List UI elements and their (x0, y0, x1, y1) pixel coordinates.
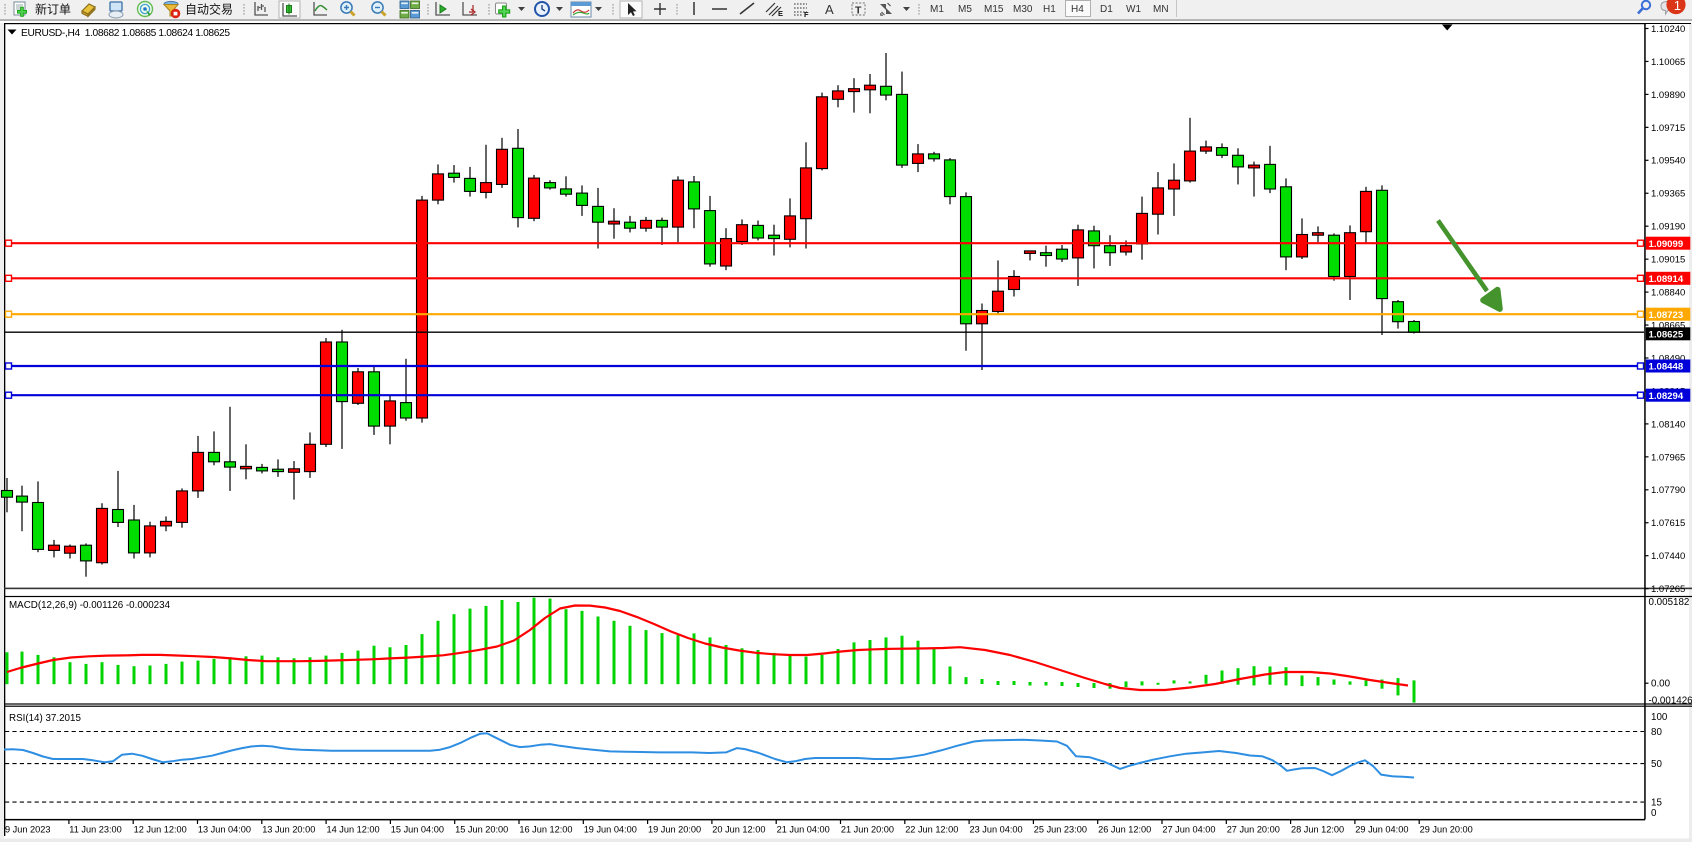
svg-text:15 Jun 20:00: 15 Jun 20:00 (455, 824, 508, 834)
svg-text:29 Jun 20:00: 29 Jun 20:00 (1420, 824, 1473, 834)
svg-text:EURUSD-,H4 1.08682 1.08685 1.: EURUSD-,H4 1.08682 1.08685 1.08624 1.086… (21, 28, 230, 39)
svg-text:1.08840: 1.08840 (1651, 288, 1685, 299)
svg-text:22 Jun 12:00: 22 Jun 12:00 (905, 824, 958, 834)
svg-text:15: 15 (1651, 798, 1662, 809)
svg-text:19 Jun 04:00: 19 Jun 04:00 (584, 824, 637, 834)
svg-text:E: E (778, 9, 783, 18)
svg-text:14 Jun 12:00: 14 Jun 12:00 (327, 824, 380, 834)
svg-text:20 Jun 12:00: 20 Jun 12:00 (712, 824, 765, 834)
svg-text:29 Jun 04:00: 29 Jun 04:00 (1355, 824, 1408, 834)
svg-text:21 Jun 20:00: 21 Jun 20:00 (841, 824, 894, 834)
svg-text:1.09715: 1.09715 (1651, 123, 1685, 134)
svg-text:1.07965: 1.07965 (1651, 452, 1685, 463)
svg-text:100: 100 (1651, 712, 1668, 723)
svg-text:16 Jun 12:00: 16 Jun 12:00 (519, 824, 572, 834)
svg-text:A: A (825, 2, 834, 17)
svg-text:0: 0 (1651, 808, 1657, 819)
svg-text:1.09890: 1.09890 (1651, 90, 1685, 101)
svg-text:1.08140: 1.08140 (1651, 419, 1685, 430)
svg-text:12 Jun 12:00: 12 Jun 12:00 (134, 824, 187, 834)
svg-text:1: 1 (1674, 0, 1681, 13)
svg-text:T: T (855, 5, 862, 17)
svg-text:1.08625: 1.08625 (1649, 329, 1684, 340)
svg-text:9 Jun 2023: 9 Jun 2023 (5, 824, 50, 834)
svg-text:50: 50 (1651, 759, 1662, 770)
svg-text:1.08294: 1.08294 (1649, 391, 1684, 402)
svg-text:1.09190: 1.09190 (1651, 222, 1685, 233)
svg-text:F: F (804, 10, 809, 19)
svg-text:1.08914: 1.08914 (1649, 274, 1684, 285)
svg-text:1.09099: 1.09099 (1649, 239, 1684, 250)
svg-text:25 Jun 23:00: 25 Jun 23:00 (1034, 824, 1087, 834)
svg-text:27 Jun 04:00: 27 Jun 04:00 (1162, 824, 1215, 834)
svg-text:26 Jun 12:00: 26 Jun 12:00 (1098, 824, 1151, 834)
svg-text:21 Jun 04:00: 21 Jun 04:00 (777, 824, 830, 834)
svg-text:0.005182: 0.005182 (1649, 597, 1690, 608)
svg-text:自动交易: 自动交易 (185, 2, 233, 17)
svg-text:27 Jun 20:00: 27 Jun 20:00 (1227, 824, 1280, 834)
svg-text:15 Jun 04:00: 15 Jun 04:00 (391, 824, 444, 834)
svg-text:80: 80 (1651, 727, 1662, 738)
svg-text:-0.001426: -0.001426 (1649, 696, 1692, 707)
svg-text:13 Jun 20:00: 13 Jun 20:00 (262, 824, 315, 834)
svg-text:1.07440: 1.07440 (1651, 551, 1685, 562)
svg-text:13 Jun 04:00: 13 Jun 04:00 (198, 824, 251, 834)
svg-text:1.09540: 1.09540 (1651, 156, 1685, 167)
svg-text:1.07615: 1.07615 (1651, 518, 1685, 529)
svg-text:1.10065: 1.10065 (1651, 57, 1685, 68)
svg-text:1.08448: 1.08448 (1649, 362, 1684, 373)
svg-text:MACD(12,26,9) -0.001126 -0.000: MACD(12,26,9) -0.001126 -0.000234 (9, 600, 171, 611)
svg-text:28 Jun 12:00: 28 Jun 12:00 (1291, 824, 1344, 834)
svg-text:1.10240: 1.10240 (1651, 24, 1685, 35)
svg-text:1.08665: 1.08665 (1651, 320, 1685, 331)
svg-text:RSI(14) 37.2015: RSI(14) 37.2015 (9, 713, 81, 724)
svg-text:1.07265: 1.07265 (1651, 584, 1685, 595)
svg-text:1.09365: 1.09365 (1651, 189, 1685, 200)
svg-text:1.07790: 1.07790 (1651, 485, 1685, 496)
svg-text:0.00: 0.00 (1651, 679, 1671, 690)
svg-text:23 Jun 04:00: 23 Jun 04:00 (970, 824, 1023, 834)
svg-text:新订单: 新订单 (35, 2, 71, 17)
svg-text:19 Jun 20:00: 19 Jun 20:00 (648, 824, 701, 834)
svg-text:11 Jun 23:00: 11 Jun 23:00 (69, 824, 121, 834)
svg-text:1.08723: 1.08723 (1649, 310, 1684, 321)
svg-text:1.08490: 1.08490 (1651, 353, 1685, 364)
svg-text:1.09015: 1.09015 (1651, 255, 1685, 266)
